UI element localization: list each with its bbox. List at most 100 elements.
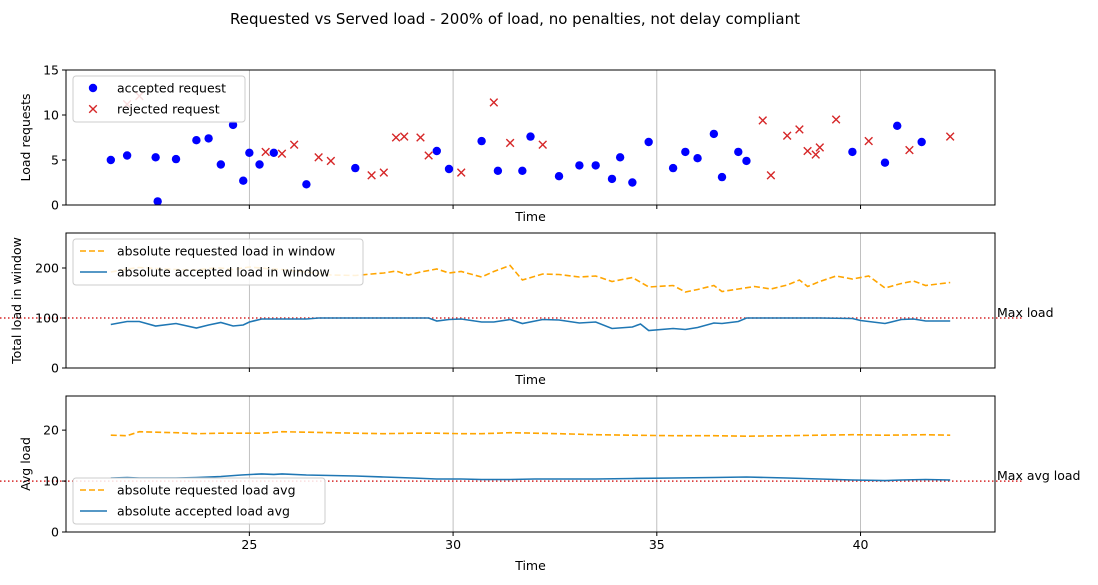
legend-item: absolute requested load in window [80, 244, 335, 259]
series-line [110, 317, 951, 332]
data-point [367, 171, 376, 180]
data-point [151, 153, 160, 162]
y-tick-label: 0 [51, 198, 59, 213]
subplot-3: Max avg load 25 30 35 40 0 10 20 Time Avg load abs… [0, 395, 1081, 573]
data-point [493, 166, 503, 175]
data-point [444, 164, 454, 174]
data-point [326, 156, 336, 166]
data-point [815, 143, 825, 152]
y-axis-label: Load requests [18, 94, 33, 182]
data-point [351, 163, 360, 173]
legend: absolute requested load avg absolute acce… [72, 477, 326, 525]
data-point [391, 133, 401, 142]
data-point [416, 133, 425, 142]
data-point [734, 147, 743, 157]
data-point [668, 163, 678, 173]
legend-item: accepted request [88, 81, 226, 96]
data-point [681, 147, 690, 157]
plot-area [110, 430, 951, 482]
y-axis-label: Total load in window [9, 237, 24, 365]
data-point [554, 172, 564, 181]
data-point [766, 171, 776, 180]
data-point [245, 148, 254, 157]
series-line [110, 430, 951, 438]
y-tick-label: 0 [51, 361, 59, 376]
legend-label: rejected request [117, 102, 220, 117]
y-tick-label: 100 [35, 311, 59, 326]
data-point [289, 140, 299, 149]
data-point [302, 180, 311, 189]
data-point [255, 160, 264, 169]
reference-line-label: Max load [997, 305, 1054, 320]
data-point [239, 176, 248, 185]
data-point [216, 160, 226, 169]
legend-frame [72, 477, 326, 525]
data-point [277, 149, 287, 158]
legend: absolute requested load in window absolut… [72, 238, 364, 286]
legend: accepted request rejected request [72, 75, 246, 123]
data-point [379, 168, 389, 177]
data-point [615, 153, 625, 162]
legend-label: absolute requested load in window [117, 244, 335, 259]
legend-marker [88, 83, 98, 93]
y-tick-label: 0 [51, 525, 59, 540]
x-tick-label: 30 [445, 537, 461, 552]
plot-area [106, 91, 955, 205]
x-axis-label: Time [514, 209, 546, 224]
data-point [122, 151, 132, 160]
data-point [526, 132, 535, 141]
data-point [518, 166, 527, 175]
data-point [945, 132, 955, 141]
data-point [693, 154, 702, 163]
data-point [628, 178, 637, 187]
data-point [489, 98, 499, 107]
subplot-1: 0 5 10 15 Time Load requests accepted request r… [18, 63, 996, 224]
data-point [591, 161, 600, 170]
subplot-2: Max load 0 100 200 Time Total load in window a… [0, 232, 1054, 387]
data-point [709, 129, 719, 139]
data-point [314, 153, 323, 162]
y-axis-label: Avg load [18, 437, 33, 491]
data-point [106, 155, 116, 165]
data-point [864, 136, 873, 146]
data-point [831, 115, 841, 124]
data-point [153, 197, 162, 205]
data-point [575, 161, 584, 170]
data-point [204, 134, 213, 143]
y-tick-label: 10 [43, 108, 59, 123]
legend-label: absolute accepted load in window [117, 265, 330, 280]
reference-line-label: Max avg load [997, 468, 1081, 483]
data-point [505, 138, 515, 148]
data-point [424, 151, 433, 160]
subplots: 0 5 10 15 Time Load requests accepted request r… [0, 63, 1081, 573]
data-point [848, 147, 857, 157]
legend-item: absolute accepted load in window [80, 265, 330, 280]
data-point [880, 158, 890, 167]
y-tick-label: 200 [35, 261, 59, 276]
y-tick-label: 10 [43, 474, 59, 489]
data-point [269, 148, 279, 157]
legend-item: absolute requested load avg [80, 483, 296, 498]
figure-title: Requested vs Served load - 200% of load,… [230, 10, 800, 28]
data-point [456, 168, 466, 177]
y-tick-label: 5 [51, 153, 59, 168]
data-point [644, 137, 653, 147]
data-point [228, 120, 238, 130]
data-point [399, 132, 409, 141]
legend-item: absolute accepted load avg [80, 504, 290, 519]
axes-frame [65, 395, 996, 533]
data-point [905, 145, 914, 155]
data-point [717, 172, 727, 182]
data-point [782, 131, 792, 140]
data-point [607, 174, 617, 184]
x-tick-label: 40 [853, 537, 869, 552]
data-point [477, 136, 486, 146]
data-point [893, 121, 902, 130]
y-tick-label: 15 [43, 63, 59, 78]
data-point [742, 156, 751, 166]
data-point [803, 146, 812, 156]
data-point [795, 125, 804, 134]
legend-label: absolute requested load avg [117, 483, 296, 498]
data-point [171, 154, 181, 164]
